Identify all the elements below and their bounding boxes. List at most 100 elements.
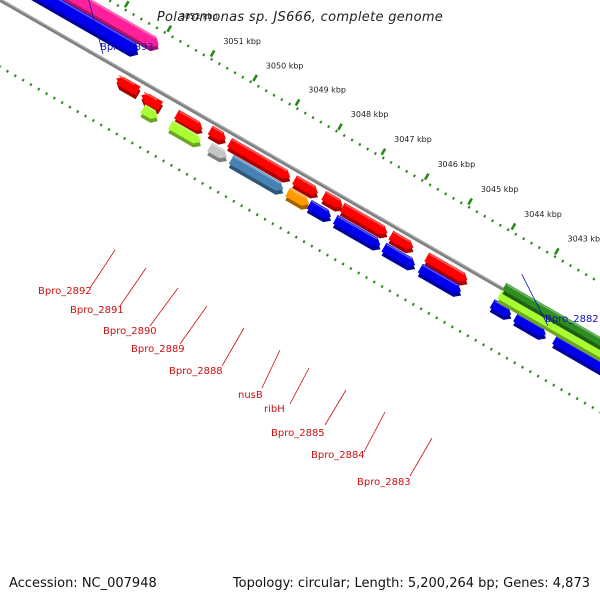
gene-highlight (297, 176, 316, 188)
gene-label: Bpro_2888 (169, 366, 223, 377)
leader-line (363, 411, 386, 453)
leader-line (119, 267, 147, 307)
tick-label: 3047 kbp (394, 135, 432, 144)
gene-body (306, 200, 331, 219)
gene-body (381, 242, 416, 267)
gene-body (227, 138, 291, 179)
tick-mark (510, 222, 517, 231)
map-title: Polaromonas sp. JS666, complete genome (156, 10, 444, 25)
gene-body (168, 120, 201, 144)
gene-body (228, 155, 284, 191)
gene-highlight (118, 75, 136, 86)
gene-red (174, 109, 203, 135)
gene-body (207, 142, 227, 159)
gene-orange (285, 187, 310, 210)
gene-blue (381, 242, 416, 271)
gene-label: nusB (238, 390, 263, 401)
leader-line (89, 249, 116, 289)
gene-green (502, 282, 600, 350)
gene-highlight (232, 138, 288, 172)
gene-highlight (212, 143, 224, 152)
gene-highlight (88, 0, 157, 39)
tick-marks (123, 0, 560, 256)
tick-label: 3050 kbp (266, 61, 304, 70)
leader-line (289, 367, 310, 405)
accession-text: Accession: NC_007948 (9, 576, 157, 591)
gene-label: Bpro_2882 (545, 314, 599, 325)
gene-body (497, 289, 600, 358)
gene-highlight (290, 188, 307, 199)
gene-label: Bpro_2885 (271, 428, 325, 439)
leader-line (261, 349, 281, 389)
tick-label: 3052 kbp (180, 12, 218, 21)
gene-label: ribH (264, 404, 285, 415)
tick-mark (380, 148, 387, 156)
gene-highlight (344, 203, 385, 228)
gene-highlight (212, 126, 224, 134)
gene-body (174, 109, 203, 131)
tick-label: 3043 kbp (568, 235, 600, 244)
gene-body (424, 252, 468, 282)
tick-mark (553, 247, 560, 256)
gene-body (207, 125, 226, 141)
gene-lime (140, 104, 158, 123)
gene-red (207, 125, 226, 145)
gene-highlight (58, 0, 136, 45)
tick-mark (123, 0, 130, 8)
gene-label: Bpro_2883 (357, 477, 411, 488)
gene-label: Bpro_2891 (70, 305, 124, 316)
dotted-guide-lines (0, 0, 600, 414)
gene-body (339, 202, 388, 235)
gene-lime (168, 120, 201, 148)
gene-pink (61, 0, 159, 52)
gene-body (332, 214, 381, 247)
tick-mark (166, 24, 173, 33)
inner-dotted-line (0, 65, 600, 414)
gene-label: Bpro_2889 (131, 344, 185, 355)
gene-body (502, 282, 600, 346)
gene-label: Bpro_2893 (100, 42, 154, 53)
leader-line (149, 287, 179, 327)
gene-highlight (179, 110, 200, 124)
gene-label: Bpro_2884 (311, 450, 365, 461)
gene-highlight (337, 215, 378, 240)
tick-mark (209, 49, 216, 58)
gene-highlight (143, 91, 158, 101)
topology-text: Topology: circular; Length: 5,200,264 bp… (232, 576, 590, 591)
gene-features (31, 0, 600, 376)
gene-label: Bpro_2890 (103, 326, 157, 337)
leader-line (521, 274, 549, 327)
gene-body (292, 175, 318, 195)
gene-red (424, 252, 468, 286)
tick-mark (467, 197, 473, 206)
gene-blue (332, 214, 381, 251)
gene-body (489, 299, 512, 316)
tick-mark (423, 172, 430, 181)
gene-label: Bpro_2892 (38, 286, 92, 297)
gene-body (141, 93, 163, 111)
tick-label: 3045 kbp (481, 185, 519, 194)
gene-shadow (31, 0, 139, 57)
gene-body (417, 263, 462, 293)
gene-highlight (326, 191, 340, 201)
leader-line (179, 305, 208, 345)
leader-line (221, 327, 245, 367)
gene-body (552, 335, 600, 372)
gene-red (141, 91, 163, 115)
gene-body (68, 0, 159, 48)
gene-body (388, 230, 414, 250)
gene-highlight (145, 105, 156, 112)
gene-highlight (386, 243, 413, 260)
gene-body (513, 312, 546, 336)
leader-line (409, 437, 433, 477)
label-leader-lines (88, 0, 549, 477)
gene-highlight (506, 283, 600, 340)
gene-highlight (422, 264, 459, 286)
gene-body (38, 0, 139, 53)
leader-line (324, 389, 347, 426)
gene-blue (417, 263, 462, 297)
gene-steel (228, 155, 284, 195)
gene-shadow (61, 0, 159, 52)
gene-red (321, 191, 343, 212)
